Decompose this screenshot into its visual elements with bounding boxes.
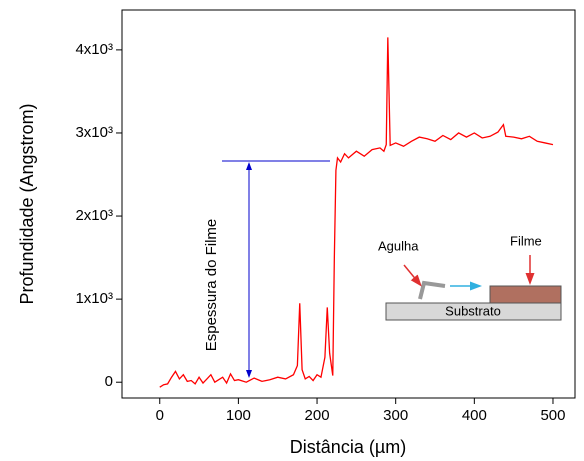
x-tick-label: 0 <box>156 407 164 424</box>
x-tick-label: 400 <box>462 407 487 424</box>
inset-diagram: Agulha Filme Substrato <box>378 233 562 321</box>
y-tick-label: 3x10³ <box>75 124 113 141</box>
substrate <box>385 302 562 321</box>
film-label: Filme <box>510 233 542 248</box>
y-axis-title: Profundidade (Angstrom) <box>17 103 37 304</box>
y-tick-label: 1x10³ <box>75 290 113 307</box>
profile-line <box>159 37 554 388</box>
plot-frame <box>121 9 576 399</box>
thickness-label: Espessura do Filme <box>203 219 220 352</box>
x-tick-label: 300 <box>383 407 408 424</box>
y-tick-label: 0 <box>105 373 113 390</box>
needle-arrow <box>403 264 422 287</box>
x-tick-label: 500 <box>540 407 565 424</box>
x-tick-label: 200 <box>305 407 330 424</box>
needle <box>418 280 446 300</box>
film <box>489 285 562 304</box>
y-tick-label: 4x10³ <box>75 41 113 58</box>
needle-label: Agulha <box>378 238 419 253</box>
x-tick-label: 100 <box>226 407 251 424</box>
y-tick-label: 2x10³ <box>75 207 113 224</box>
x-axis-title: Distância (µm) <box>290 437 406 457</box>
substrate-label: Substrato <box>445 303 501 318</box>
